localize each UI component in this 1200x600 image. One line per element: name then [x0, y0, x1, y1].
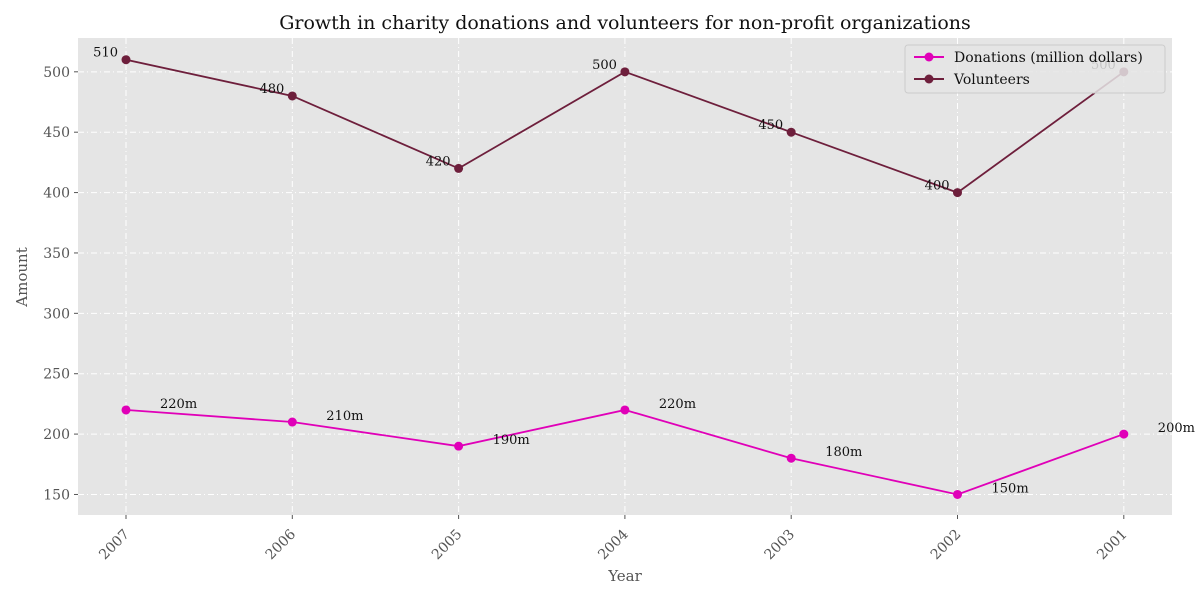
data-label-donations: 210m [326, 409, 363, 424]
data-label-volunteers: 450 [758, 118, 783, 133]
y-tick-label: 150 [43, 487, 70, 503]
data-point-donations [1119, 429, 1129, 439]
x-tick-label: 2003 [762, 527, 799, 564]
data-point-donations [953, 489, 962, 499]
data-point-volunteers [454, 163, 464, 173]
data-point-donations [454, 441, 464, 451]
x-axis: 2007 2006 2005 2004 2003 2002 2001 [96, 515, 1131, 564]
data-label-donations: 220m [659, 397, 696, 412]
y-tick-label: 500 [43, 65, 70, 81]
x-tick-label: 2001 [1094, 527, 1131, 564]
x-tick-label: 2006 [263, 526, 300, 563]
legend-label-volunteers: Volunteers [953, 72, 1030, 88]
data-label-donations: 190m [493, 433, 530, 448]
y-tick-label: 350 [43, 246, 70, 262]
data-label-volunteers: 510 [93, 46, 118, 61]
grid-layer [78, 38, 1172, 515]
legend-marker-donations [924, 52, 934, 62]
x-tick-label: 2002 [928, 527, 965, 564]
data-label-donations: 180m [825, 445, 862, 460]
data-label-volunteers: 400 [925, 179, 950, 194]
y-tick-label: 200 [43, 427, 70, 443]
data-point-donations [786, 453, 796, 463]
y-tick-label: 400 [43, 186, 70, 202]
legend-box [904, 44, 1166, 94]
data-point-volunteers [953, 188, 962, 198]
data-point-volunteers [121, 55, 131, 65]
x-tick-label: 2004 [595, 526, 632, 563]
legend: Donations (million dollars) Volunteers [904, 44, 1166, 94]
x-tick-label: 2007 [96, 527, 133, 564]
x-axis-label: Year [607, 567, 642, 585]
legend-label-donations: Donations (million dollars) [954, 50, 1143, 66]
y-axis-label: Amount [13, 247, 31, 307]
data-label-volunteers: 500 [592, 58, 617, 73]
y-tick-label: 250 [43, 367, 70, 383]
data-point-volunteers [786, 127, 796, 137]
data-point-donations [121, 405, 131, 415]
data-label-volunteers: 480 [259, 82, 284, 97]
data-point-volunteers [620, 67, 630, 77]
y-tick-label: 450 [43, 125, 70, 141]
data-label-volunteers: 420 [426, 154, 451, 169]
x-tick-label: 2005 [429, 527, 466, 564]
data-label-donations: 220m [160, 397, 197, 412]
data-label-donations: 200m [1158, 421, 1195, 436]
y-tick-label: 300 [43, 306, 70, 322]
series-layer [121, 55, 1129, 499]
y-axis: 150 200 250 300 350 400 450 500 [43, 65, 78, 503]
data-point-volunteers [287, 91, 297, 101]
data-point-donations [620, 405, 630, 415]
data-label-donations: 150m [992, 481, 1029, 496]
chart-title: Growth in charity donations and voluntee… [279, 12, 971, 34]
label-layer: 220m 210m 190m 220m 180m 150m 200m 510 480 420 500… [93, 46, 1195, 497]
legend-marker-volunteers [924, 74, 934, 84]
data-point-donations [287, 417, 297, 427]
